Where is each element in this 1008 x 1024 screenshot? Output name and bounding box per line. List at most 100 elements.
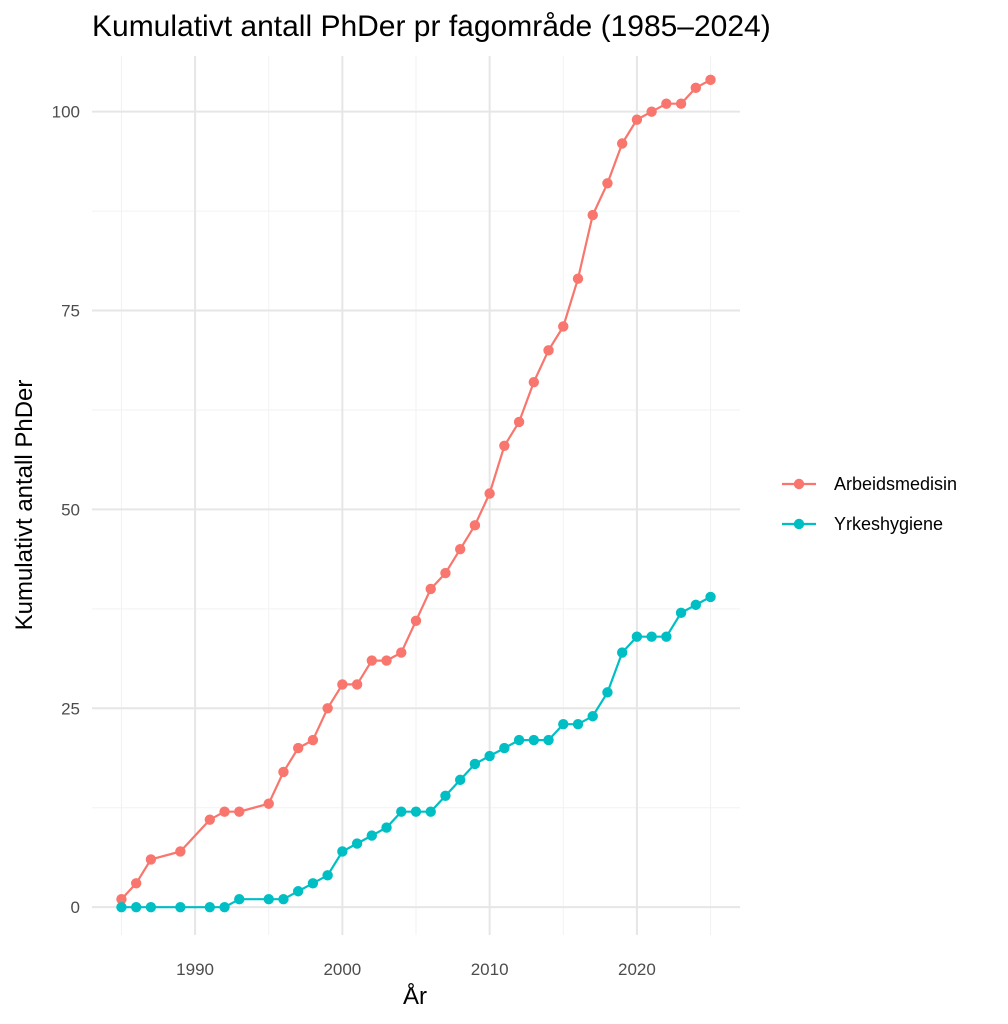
data-point (204, 901, 216, 913)
data-point (130, 901, 142, 913)
data-point (410, 806, 422, 817)
data-point (646, 106, 657, 117)
x-tick-label: 2010 (471, 960, 509, 979)
x-tick-label: 2020 (618, 960, 656, 979)
data-point (454, 543, 466, 555)
data-point (528, 734, 540, 746)
data-point (661, 98, 672, 109)
data-point (631, 114, 643, 125)
data-point (499, 440, 510, 451)
data-point (351, 838, 363, 849)
series-yrkeshygiene (116, 591, 716, 913)
data-point (337, 846, 348, 857)
data-point (396, 647, 407, 658)
data-point (263, 894, 274, 905)
data-point (675, 98, 687, 109)
series-arbeidsmedisin (116, 74, 716, 905)
data-point (263, 798, 274, 809)
data-point (396, 806, 407, 817)
legend: Arbeidsmedisin Yrkeshygiene (782, 474, 957, 534)
data-point (558, 321, 569, 332)
x-tick-label: 1990 (176, 960, 214, 979)
data-point (587, 711, 598, 722)
legend-item: Yrkeshygiene (782, 514, 943, 534)
data-point (307, 878, 319, 889)
data-point (381, 655, 392, 666)
data-point (425, 806, 436, 817)
y-tick-label: 25 (61, 699, 80, 718)
data-point (616, 138, 628, 149)
data-point (219, 901, 230, 913)
data-point (175, 846, 186, 857)
data-point (513, 416, 525, 428)
data-point (484, 750, 495, 762)
chart-title: Kumulativt antall PhDer pr fagområde (19… (92, 10, 771, 43)
data-point (558, 718, 569, 730)
data-point (130, 878, 142, 889)
data-point (499, 742, 510, 754)
data-point (410, 615, 422, 626)
data-point (366, 830, 378, 841)
data-point (440, 567, 451, 579)
legend-label: Arbeidsmedisin (834, 474, 957, 494)
data-point (116, 894, 127, 905)
legend-item: Arbeidsmedisin (782, 474, 957, 494)
x-axis-title: År (403, 982, 427, 1010)
data-point (675, 607, 687, 619)
data-point (484, 488, 495, 499)
data-point (572, 718, 584, 730)
data-point (572, 273, 584, 284)
data-point (469, 520, 481, 531)
y-axis-title: Kumulativt antall PhDer (11, 380, 38, 631)
data-point (705, 591, 716, 603)
data-point (145, 854, 157, 865)
data-point (234, 894, 245, 905)
data-point (616, 647, 628, 658)
data-point (454, 774, 466, 786)
data-point (337, 679, 348, 690)
data-point (292, 742, 304, 754)
data-point (292, 886, 304, 897)
data-point (602, 687, 613, 698)
series-layer (116, 74, 716, 913)
x-axis-ticks: 1990 2000 2010 2020 (176, 960, 656, 979)
minor-gridlines (92, 56, 740, 935)
data-point (646, 631, 657, 642)
y-tick-label: 50 (61, 500, 80, 519)
data-point (278, 766, 289, 778)
y-axis-ticks: 0 25 50 75 100 (52, 103, 80, 917)
data-point (705, 74, 716, 86)
x-tick-label: 2000 (323, 960, 361, 979)
data-point (175, 901, 186, 913)
data-point (690, 599, 702, 611)
data-point (307, 734, 319, 746)
legend-marker (793, 518, 805, 530)
data-point (602, 178, 613, 189)
data-point (234, 806, 245, 817)
data-point (631, 631, 643, 642)
data-point (661, 631, 672, 642)
data-point (690, 82, 702, 94)
data-point (219, 806, 230, 817)
data-point (469, 758, 481, 770)
data-point (381, 822, 392, 833)
data-point (543, 734, 554, 746)
data-point (116, 901, 127, 913)
y-tick-label: 75 (61, 302, 80, 321)
data-point (322, 870, 333, 881)
data-point (322, 703, 333, 714)
data-point (204, 814, 216, 825)
data-point (145, 901, 157, 913)
data-point (440, 790, 451, 801)
legend-marker (793, 478, 805, 490)
legend-label: Yrkeshygiene (834, 514, 943, 534)
data-point (587, 209, 598, 221)
y-tick-label: 0 (71, 898, 80, 917)
y-tick-label: 100 (52, 103, 80, 122)
data-point (528, 376, 540, 388)
data-point (425, 583, 436, 595)
data-point (278, 894, 289, 905)
data-point (366, 655, 378, 666)
data-point (513, 734, 525, 746)
